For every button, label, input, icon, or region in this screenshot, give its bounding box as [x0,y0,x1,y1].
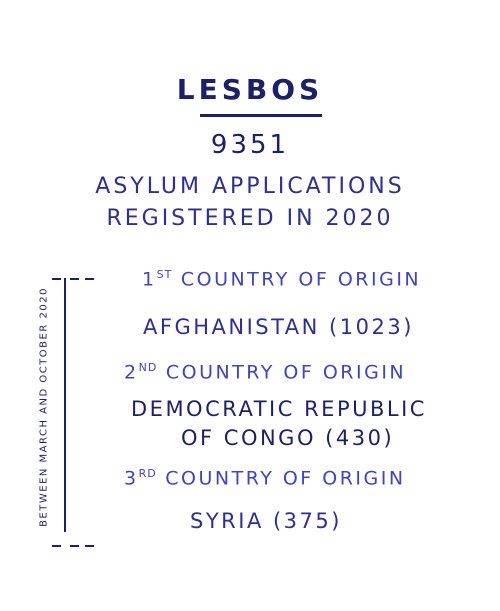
subtitle-line-2: REGISTERED IN 2020 [106,206,394,231]
rank-number: 3 [124,467,139,490]
rank-suffix: ST [156,268,173,281]
origin-rank-2: 2ND COUNTRY OF ORIGIN [124,361,406,383]
application-count: 9351 [210,130,290,160]
bracket-dash-top-2 [70,278,79,280]
origin-country-2-line-2: OF CONGO (430) [181,426,395,450]
bracket-dash-bottom-2 [70,545,79,547]
rank-number: 2 [124,361,139,384]
origin-country-1: AFGHANISTAN (1023) [143,315,414,339]
origin-country-2-line-1: DEMOCRATIC REPUBLIC [131,397,427,421]
origin-rank-1: 1ST COUNTRY OF ORIGIN [142,268,421,290]
page-title: LESBOS [176,73,324,106]
origin-rank-3: 3RD COUNTRY OF ORIGIN [124,467,406,489]
bracket-dash-bottom-3 [85,545,94,547]
rank-number: 1 [142,268,157,291]
subtitle-line-1: ASYLUM APPLICATIONS [95,174,405,199]
title-underline [200,114,322,117]
origin-country-3: SYRIA (375) [190,509,342,533]
rank-suffix: ND [138,361,158,374]
bracket-dash-top-1 [52,278,61,280]
bracket-dash-top-3 [85,278,94,280]
bracket-dash-bottom-1 [52,545,61,547]
rank-label: COUNTRY OF ORIGIN [165,361,407,384]
rank-label: COUNTRY OF ORIGIN [165,467,406,490]
rank-label: COUNTRY OF ORIGIN [180,268,422,291]
rank-suffix: RD [138,467,157,480]
bracket-vertical-line [64,278,66,532]
side-note-period: BETWEEN MARCH AND OCTOBER 2020 [38,287,50,527]
